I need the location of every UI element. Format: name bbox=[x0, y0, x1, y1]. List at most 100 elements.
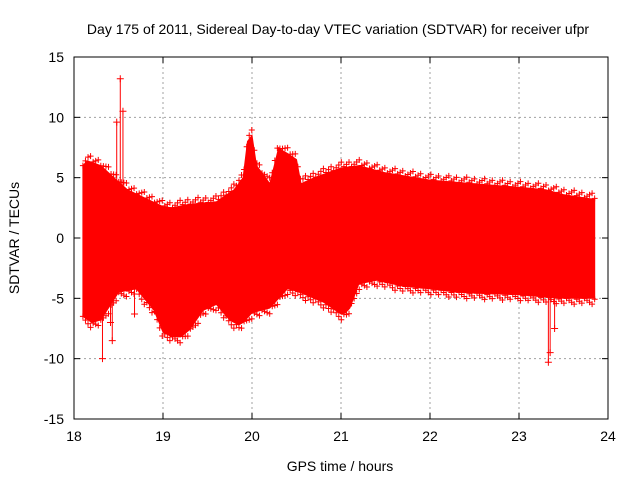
envelope-point-marker bbox=[361, 282, 368, 289]
x-tick-label: 24 bbox=[600, 428, 616, 444]
envelope-point-marker bbox=[591, 296, 598, 303]
envelope-point-marker bbox=[471, 175, 478, 182]
outlier-point-marker bbox=[106, 318, 114, 326]
envelope-point-marker bbox=[535, 299, 542, 306]
envelope-point-marker bbox=[79, 162, 86, 169]
envelope-point-marker bbox=[120, 292, 127, 299]
envelope-point-marker bbox=[282, 145, 289, 152]
envelope-point-marker bbox=[392, 287, 399, 294]
envelope-point-marker bbox=[256, 161, 263, 168]
envelope-point-marker bbox=[233, 182, 240, 189]
envelope-point-marker bbox=[294, 163, 301, 170]
envelope-point-marker bbox=[381, 283, 388, 290]
envelope-point-marker bbox=[138, 296, 145, 303]
envelope-point-marker bbox=[87, 153, 94, 160]
envelope-point-marker bbox=[90, 158, 97, 165]
outlier-point-marker bbox=[113, 118, 121, 126]
envelope-point-marker bbox=[184, 196, 191, 203]
envelope-point-marker bbox=[525, 180, 532, 187]
envelope-point-marker bbox=[85, 154, 92, 161]
envelope-point-marker bbox=[312, 295, 319, 302]
envelope-point-marker bbox=[328, 309, 335, 316]
envelope-point-marker bbox=[333, 309, 340, 316]
envelope-point-marker bbox=[589, 301, 596, 308]
envelope-point-marker bbox=[156, 198, 163, 205]
envelope-point-marker bbox=[113, 297, 120, 304]
envelope-point-marker bbox=[87, 324, 94, 331]
envelope-point-marker bbox=[389, 284, 396, 291]
envelope-point-marker bbox=[343, 311, 350, 318]
envelope-point-marker bbox=[225, 317, 232, 324]
envelope-point-marker bbox=[85, 320, 92, 327]
envelope-point-marker bbox=[376, 167, 383, 174]
envelope-point-marker bbox=[310, 299, 317, 306]
envelope-point-marker bbox=[471, 294, 478, 301]
envelope-point-marker bbox=[427, 171, 434, 178]
envelope-point-marker bbox=[246, 132, 253, 139]
envelope-point-marker bbox=[348, 300, 355, 307]
envelope-point-marker bbox=[445, 294, 452, 301]
envelope-point-marker bbox=[279, 293, 286, 300]
envelope-point-marker bbox=[307, 296, 314, 303]
envelope-point-marker bbox=[489, 295, 496, 302]
envelope-point-marker bbox=[215, 304, 222, 311]
envelope-point-marker bbox=[271, 157, 278, 164]
envelope-point-marker bbox=[489, 177, 496, 184]
envelope-point-marker bbox=[481, 296, 488, 303]
envelope-point-marker bbox=[274, 301, 281, 308]
envelope-point-marker bbox=[307, 173, 314, 180]
envelope-point-marker bbox=[363, 284, 370, 291]
envelope-point-marker bbox=[143, 299, 150, 306]
envelope-point-marker bbox=[289, 289, 296, 296]
envelope-point-marker bbox=[205, 305, 212, 312]
envelope-point-marker bbox=[248, 126, 255, 133]
envelope-point-marker bbox=[148, 309, 155, 316]
envelope-point-marker bbox=[282, 292, 289, 299]
envelope-point-marker bbox=[310, 170, 317, 177]
envelope-point-marker bbox=[555, 189, 562, 196]
envelope-point-marker bbox=[228, 321, 235, 328]
envelope-point-marker bbox=[305, 176, 312, 183]
envelope-point-marker bbox=[79, 313, 86, 320]
envelope-point-marker bbox=[128, 289, 135, 296]
envelope-point-marker bbox=[294, 288, 301, 295]
envelope-point-marker bbox=[435, 291, 442, 298]
envelope-point-marker bbox=[435, 172, 442, 179]
envelope-point-marker bbox=[463, 174, 470, 181]
envelope-point-marker bbox=[553, 183, 560, 190]
envelope-point-marker bbox=[517, 297, 524, 304]
x-tick-label: 18 bbox=[66, 428, 82, 444]
envelope-point-marker bbox=[381, 164, 388, 171]
envelope-point-marker bbox=[299, 294, 306, 301]
envelope-point-marker bbox=[543, 181, 550, 188]
envelope-point-marker bbox=[125, 186, 132, 193]
envelope-point-marker bbox=[299, 175, 306, 182]
envelope-point-marker bbox=[322, 301, 329, 308]
envelope-point-marker bbox=[394, 282, 401, 289]
envelope-point-marker bbox=[517, 178, 524, 185]
envelope-point-marker bbox=[195, 194, 202, 201]
envelope-point-marker bbox=[82, 157, 89, 164]
envelope-point-marker bbox=[223, 312, 230, 319]
x-tick-label: 20 bbox=[244, 428, 260, 444]
x-tick-label: 23 bbox=[511, 428, 527, 444]
envelope-point-marker bbox=[235, 324, 242, 331]
envelope-point-marker bbox=[225, 188, 232, 195]
envelope-point-marker bbox=[105, 163, 112, 170]
envelope-point-marker bbox=[353, 290, 360, 297]
envelope-point-marker bbox=[95, 156, 102, 163]
envelope-point-marker bbox=[560, 186, 567, 193]
envelope-point-marker bbox=[369, 280, 376, 287]
outlier-point-marker bbox=[108, 337, 116, 345]
envelope-point-marker bbox=[92, 157, 99, 164]
envelope-point-marker bbox=[166, 199, 173, 206]
envelope-point-marker bbox=[125, 288, 132, 295]
envelope-point-marker bbox=[177, 197, 184, 204]
envelope-point-marker bbox=[338, 316, 345, 323]
envelope-point-marker bbox=[545, 187, 552, 194]
envelope-point-marker bbox=[177, 339, 184, 346]
envelope-point-marker bbox=[330, 167, 337, 174]
envelope-point-marker bbox=[325, 305, 332, 312]
